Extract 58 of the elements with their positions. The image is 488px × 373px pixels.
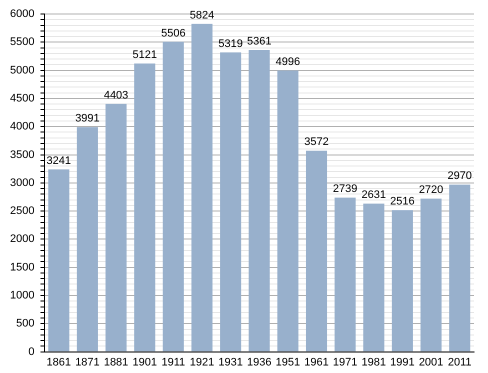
x-tick-label: 1971: [332, 356, 358, 368]
x-tick-label: 1951: [276, 356, 300, 368]
bar: [392, 210, 413, 352]
x-tick-label: 1981: [362, 356, 386, 368]
data-label: 3572: [304, 136, 329, 148]
bar: [48, 169, 70, 352]
bar: [191, 24, 213, 352]
data-label: 4996: [276, 56, 300, 68]
y-tick-label: 6000: [10, 8, 34, 20]
x-tick-label: 2011: [448, 356, 472, 368]
bar: [248, 50, 270, 352]
data-label: 5319: [218, 38, 243, 50]
bar: [76, 127, 98, 352]
data-label: 5824: [190, 9, 214, 22]
data-label: 3991: [75, 112, 100, 125]
y-tick-label: 2500: [10, 205, 34, 218]
bar: [162, 42, 184, 352]
x-tick-label: 1901: [132, 356, 157, 368]
y-tick-label: 5000: [10, 64, 34, 76]
data-label: 5121: [132, 49, 157, 62]
bar: [334, 198, 356, 352]
bar: [106, 104, 127, 352]
data-label: 2970: [447, 170, 472, 182]
bar: [363, 204, 384, 352]
x-tick-label: 1871: [75, 356, 100, 368]
x-tick-label: 1861: [46, 356, 72, 368]
data-label: 5506: [161, 27, 186, 40]
data-label: 5361: [246, 36, 272, 48]
x-tick-label: 1911: [162, 356, 186, 368]
data-label: 4403: [104, 89, 128, 102]
data-label: 2631: [362, 189, 386, 202]
y-tick-label: 5500: [10, 36, 34, 48]
data-label: 2516: [390, 196, 415, 208]
data-label: 3241: [46, 154, 72, 167]
y-tick-label: 4000: [10, 120, 34, 133]
bar: [420, 198, 442, 352]
y-tick-label: 2000: [10, 233, 34, 246]
x-tick-label: 1921: [190, 356, 214, 368]
y-tick-label: 0: [28, 346, 34, 358]
y-tick-label: 3500: [10, 148, 34, 161]
y-tick-label: 500: [16, 318, 34, 330]
bar: [449, 184, 470, 352]
x-tick-label: 1931: [218, 356, 243, 368]
y-tick-label: 4500: [10, 92, 34, 104]
y-tick-label: 1500: [10, 261, 34, 274]
x-tick-label: 1936: [246, 356, 272, 368]
data-label: 2720: [418, 184, 444, 196]
y-tick-label: 1000: [10, 290, 34, 302]
x-tick-label: 1961: [304, 356, 329, 368]
x-tick-label: 1881: [104, 356, 128, 368]
bar: [134, 63, 156, 352]
bar: [220, 52, 242, 352]
x-tick-label: 2001: [418, 356, 444, 368]
data-label: 2739: [332, 183, 358, 196]
y-tick-label: 3000: [10, 176, 34, 189]
x-tick-label: 1991: [390, 356, 415, 368]
bar: [306, 150, 328, 352]
bar: [277, 70, 298, 352]
